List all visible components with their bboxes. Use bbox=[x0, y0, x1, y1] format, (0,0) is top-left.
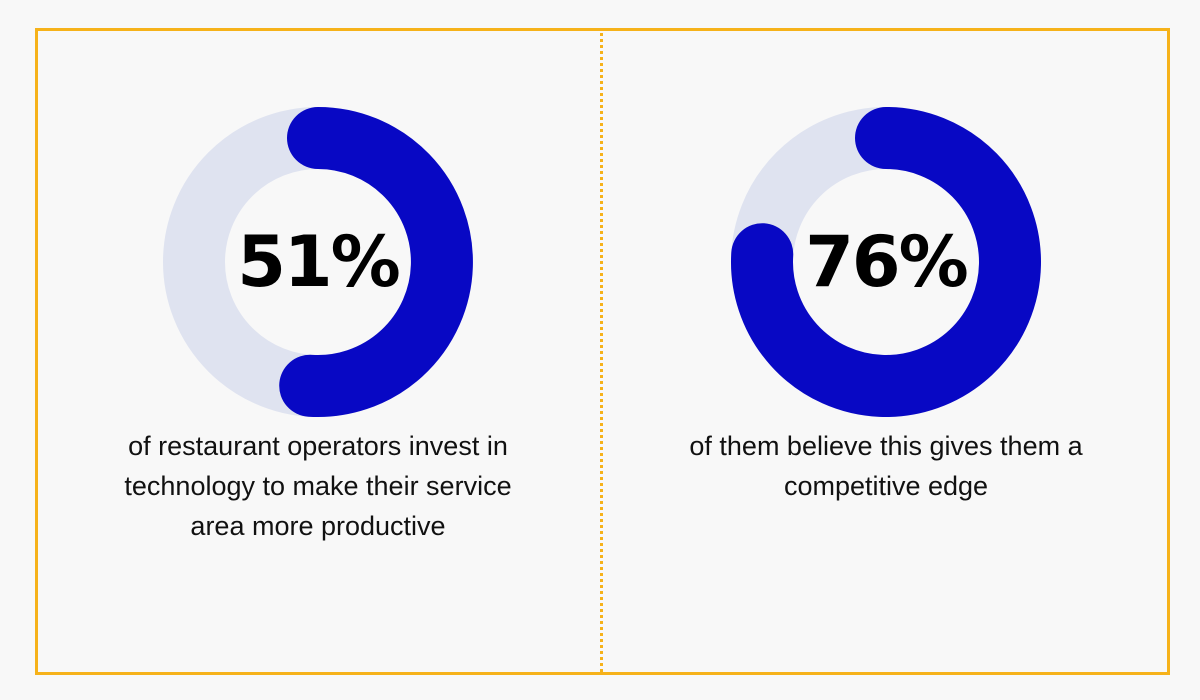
stat-caption-1: of restaurant operators invest in techno… bbox=[124, 431, 512, 541]
donut-value-arc bbox=[279, 107, 473, 417]
donut-chart-2 bbox=[731, 107, 1041, 417]
stat-panel-2: 76% of them believe this gives them a co… bbox=[676, 100, 1096, 620]
stat-panel-1: 51% of restaurant operators invest in te… bbox=[108, 100, 528, 620]
stat-caption-2: of them believe this gives them a compet… bbox=[689, 431, 1083, 501]
panel-divider bbox=[600, 28, 603, 672]
percentage-label-2: 76% bbox=[805, 221, 969, 303]
percentage-label-1: 51% bbox=[237, 221, 401, 303]
donut-chart-1 bbox=[163, 107, 473, 417]
donut-value-arc bbox=[731, 107, 1041, 417]
